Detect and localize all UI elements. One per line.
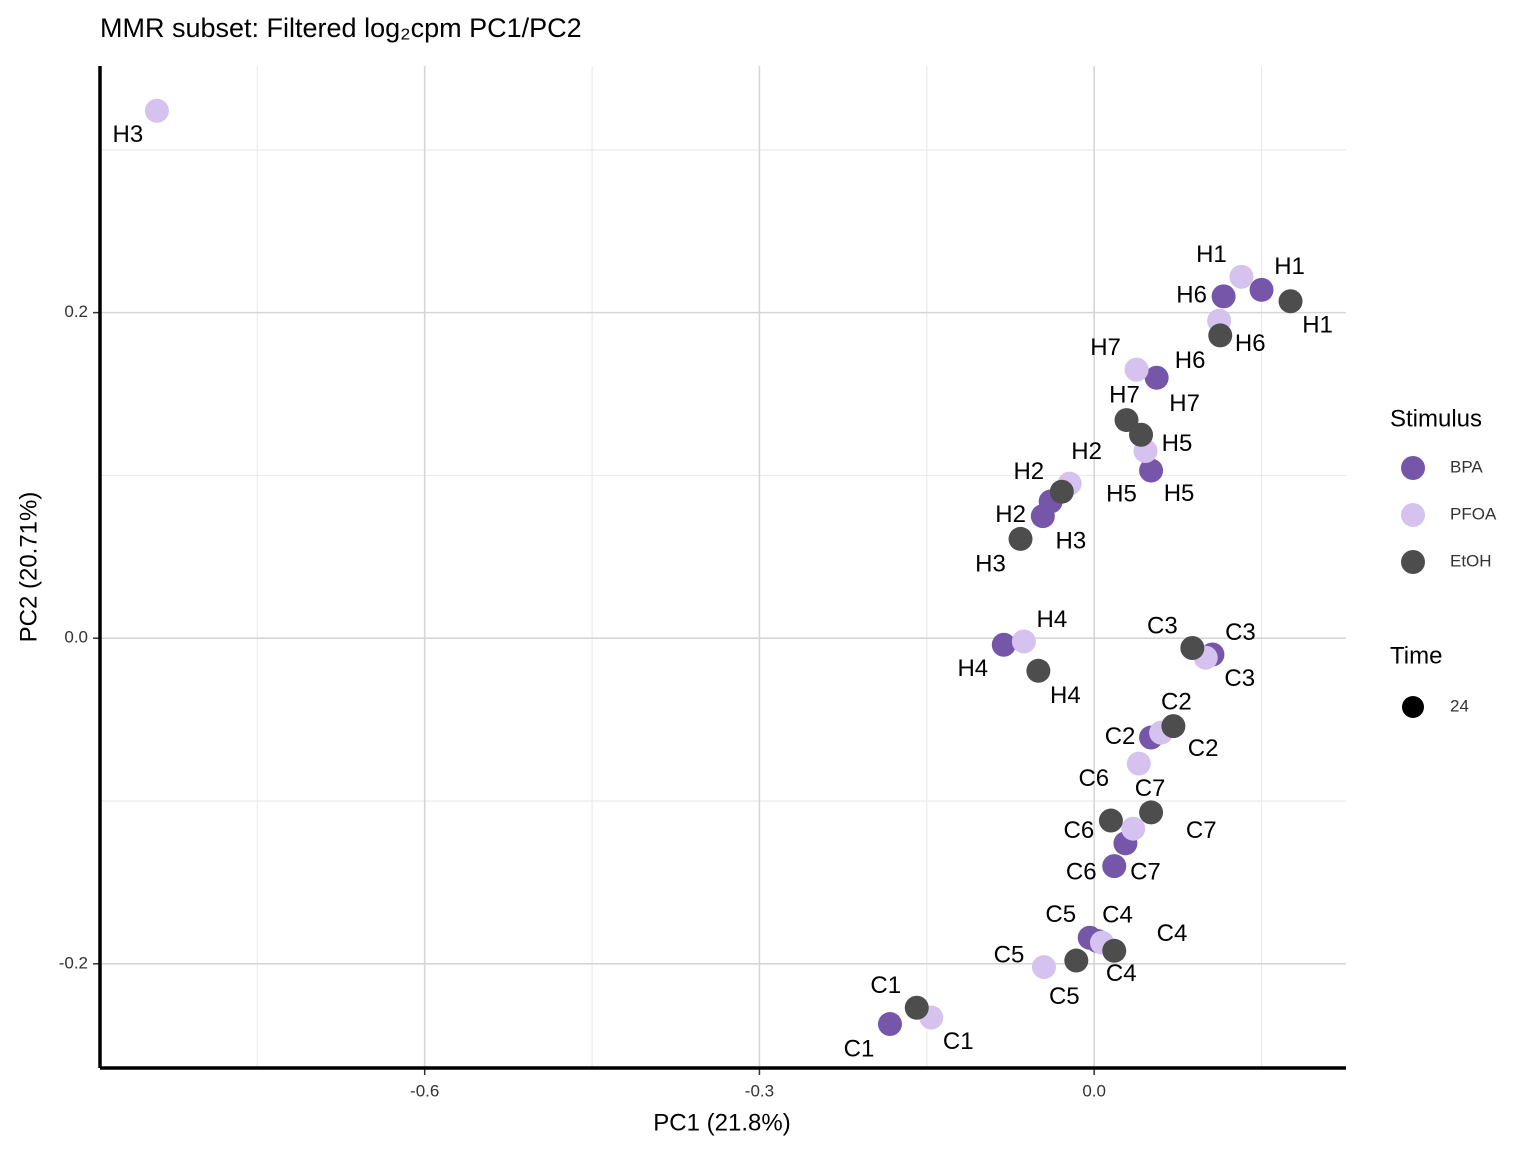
point-label: H2 bbox=[1013, 458, 1044, 485]
point-label: H1 bbox=[1274, 253, 1305, 280]
point-label: H2 bbox=[1071, 438, 1102, 465]
point-label: C3 bbox=[1147, 612, 1178, 639]
y-tick-label: 0.2 bbox=[64, 302, 88, 321]
legend-swatch bbox=[1401, 456, 1425, 480]
point-label: H6 bbox=[1176, 282, 1207, 309]
point bbox=[1031, 955, 1056, 980]
point bbox=[144, 98, 169, 123]
point-label: C7 bbox=[1186, 817, 1217, 844]
point-label: C6 bbox=[1064, 817, 1095, 844]
point-label: C2 bbox=[1105, 723, 1136, 750]
point-label: H7 bbox=[1109, 381, 1140, 408]
legend-swatch bbox=[1401, 550, 1425, 574]
point-label: H3 bbox=[1055, 527, 1086, 554]
point-label: H2 bbox=[995, 501, 1026, 528]
point-label: H1 bbox=[1196, 241, 1227, 268]
chart-title: MMR subset: Filtered log₂cpm PC1/PC2 bbox=[100, 13, 582, 43]
point-label: H4 bbox=[1050, 682, 1081, 709]
legend-label: BPA bbox=[1450, 457, 1483, 476]
point bbox=[1102, 854, 1127, 879]
x-axis-title: PC1 (21.8%) bbox=[653, 1109, 790, 1136]
point bbox=[991, 632, 1016, 657]
size-legend-swatch bbox=[1402, 696, 1424, 718]
point bbox=[1129, 422, 1154, 447]
point bbox=[1030, 504, 1055, 529]
legend-label: EtOH bbox=[1450, 551, 1492, 570]
legend-label: PFOA bbox=[1450, 504, 1497, 523]
point bbox=[1139, 800, 1164, 825]
point-label: C1 bbox=[870, 972, 901, 999]
point bbox=[1144, 365, 1169, 390]
point-label: C4 bbox=[1106, 960, 1137, 987]
point-label: H4 bbox=[957, 655, 988, 682]
point bbox=[1139, 458, 1164, 483]
point bbox=[1124, 357, 1149, 382]
point-label: C7 bbox=[1130, 859, 1161, 886]
legend-title: Stimulus bbox=[1390, 405, 1482, 432]
point-label: H6 bbox=[1235, 330, 1266, 357]
point-label: C5 bbox=[1045, 901, 1076, 928]
point-label: H1 bbox=[1302, 312, 1333, 339]
point bbox=[1211, 284, 1236, 309]
point bbox=[1278, 289, 1303, 314]
point-label: C1 bbox=[844, 1035, 875, 1062]
point bbox=[1180, 635, 1205, 660]
point bbox=[1064, 948, 1089, 973]
point-label: C4 bbox=[1102, 901, 1133, 928]
point bbox=[1229, 264, 1254, 289]
point bbox=[1121, 816, 1146, 841]
point-label: H3 bbox=[113, 121, 144, 148]
point-label: C5 bbox=[994, 941, 1025, 968]
point-label: H5 bbox=[1162, 430, 1193, 457]
point bbox=[877, 1012, 902, 1037]
x-tick-label: -0.3 bbox=[745, 1081, 774, 1100]
point-label: C3 bbox=[1224, 665, 1255, 692]
point-label: C7 bbox=[1135, 775, 1166, 802]
point-label: H7 bbox=[1169, 390, 1200, 417]
point bbox=[1249, 277, 1274, 302]
point bbox=[1049, 479, 1074, 504]
point bbox=[1011, 629, 1036, 654]
size-legend-label: 24 bbox=[1450, 696, 1469, 715]
point bbox=[904, 995, 929, 1020]
y-tick-label: 0.0 bbox=[64, 628, 88, 647]
point-label: H6 bbox=[1175, 347, 1206, 374]
x-tick-label: -0.6 bbox=[410, 1081, 439, 1100]
point bbox=[1026, 658, 1051, 683]
point-label: H4 bbox=[1037, 606, 1068, 633]
point-label: C6 bbox=[1078, 765, 1109, 792]
point-label: C2 bbox=[1188, 735, 1219, 762]
point bbox=[1126, 751, 1151, 776]
size-legend-title: Time bbox=[1390, 642, 1442, 669]
point bbox=[1161, 714, 1186, 739]
point-label: C5 bbox=[1049, 983, 1080, 1010]
point-label: C3 bbox=[1225, 619, 1256, 646]
point bbox=[1114, 408, 1139, 433]
y-tick-label: -0.2 bbox=[59, 953, 88, 972]
x-tick-label: 0.0 bbox=[1082, 1081, 1106, 1100]
point-label: H7 bbox=[1090, 334, 1121, 361]
y-axis-title: PC2 (20.71%) bbox=[15, 492, 42, 643]
point-label: C6 bbox=[1066, 858, 1097, 885]
point-label: H5 bbox=[1164, 480, 1195, 507]
point bbox=[1098, 808, 1123, 833]
point-label: H3 bbox=[975, 550, 1006, 577]
point bbox=[1208, 323, 1233, 348]
point-label: C2 bbox=[1161, 688, 1192, 715]
point bbox=[1008, 526, 1033, 551]
legend-swatch bbox=[1401, 503, 1425, 527]
point-label: C4 bbox=[1157, 920, 1188, 947]
point bbox=[1102, 938, 1127, 963]
point-label: C1 bbox=[943, 1028, 974, 1055]
point-label: H5 bbox=[1106, 480, 1137, 507]
